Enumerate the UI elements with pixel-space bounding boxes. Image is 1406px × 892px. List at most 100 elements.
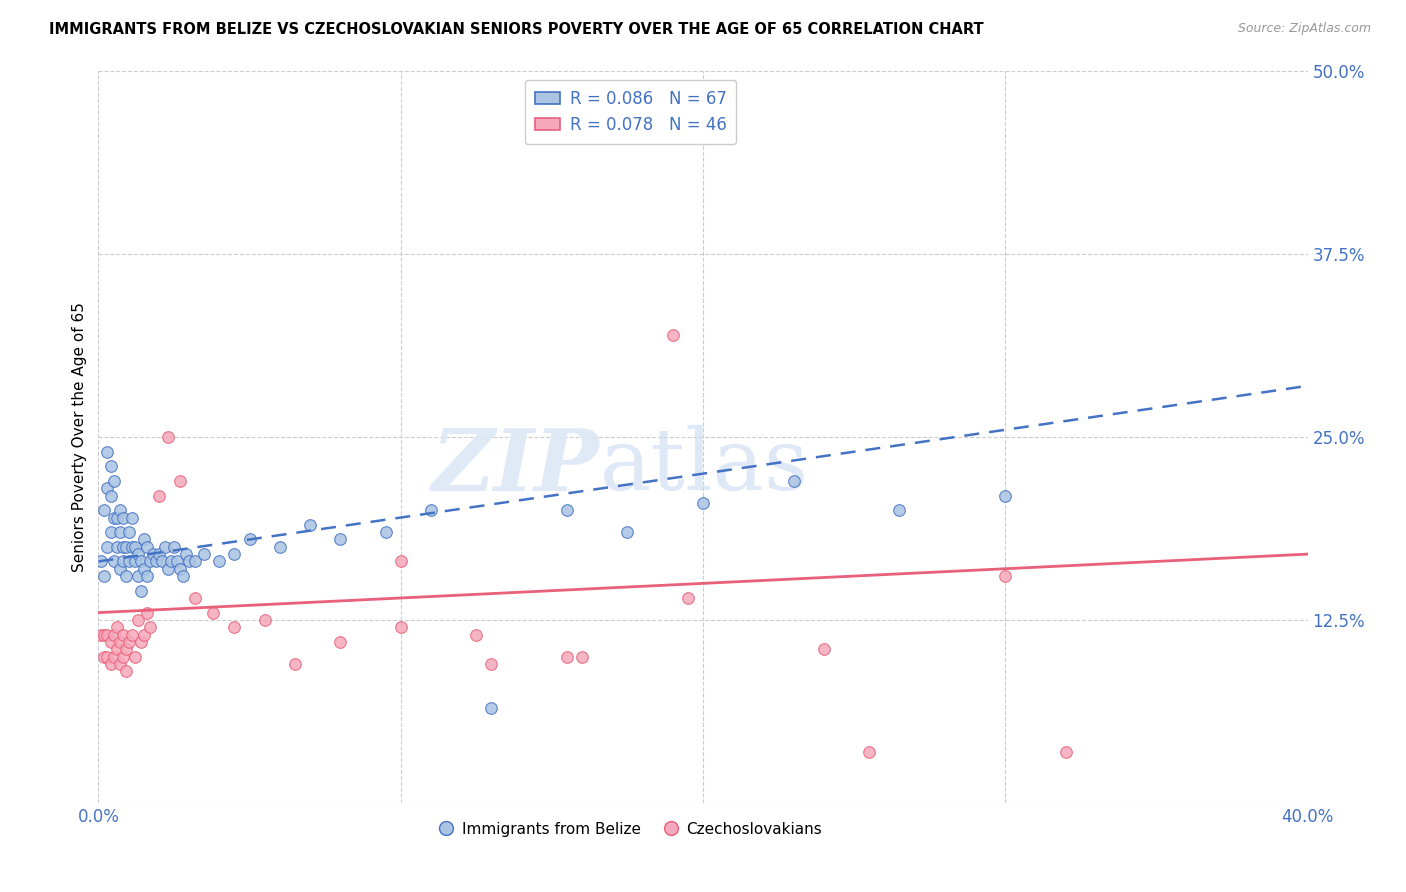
Point	[111, 649, 134, 664]
Point	[783, 474, 806, 488]
Point	[1054, 745, 1077, 759]
Point	[389, 620, 412, 634]
Point	[129, 635, 152, 649]
Point	[142, 547, 165, 561]
Point	[174, 547, 197, 561]
Point	[121, 510, 143, 524]
Point	[145, 554, 167, 568]
Point	[269, 540, 291, 554]
Point	[96, 444, 118, 458]
Point	[105, 510, 128, 524]
Point	[889, 503, 911, 517]
Point	[169, 562, 191, 576]
Point	[100, 459, 122, 474]
Point	[103, 474, 125, 488]
Point	[184, 591, 207, 605]
Point	[555, 503, 578, 517]
Point	[135, 540, 157, 554]
Point	[118, 635, 141, 649]
Point	[114, 540, 136, 554]
Point	[555, 649, 578, 664]
Point	[111, 540, 134, 554]
Point	[108, 503, 131, 517]
Point	[616, 525, 638, 540]
Point	[108, 562, 131, 576]
Point	[90, 627, 112, 641]
Point	[127, 613, 149, 627]
Point	[148, 489, 170, 503]
Point	[208, 554, 231, 568]
Point	[132, 533, 155, 547]
Point	[96, 627, 118, 641]
Point	[108, 657, 131, 671]
Point	[135, 569, 157, 583]
Point	[96, 649, 118, 664]
Point	[156, 562, 179, 576]
Point	[139, 620, 162, 634]
Point	[661, 327, 683, 342]
Point	[253, 613, 276, 627]
Point	[160, 554, 183, 568]
Point	[202, 606, 225, 620]
Point	[105, 642, 128, 657]
Point	[692, 496, 714, 510]
Text: Source: ZipAtlas.com: Source: ZipAtlas.com	[1237, 22, 1371, 36]
Point	[111, 627, 134, 641]
Point	[163, 540, 186, 554]
Point	[111, 510, 134, 524]
Point	[129, 583, 152, 598]
Text: ZIP: ZIP	[433, 425, 600, 508]
Text: atlas: atlas	[600, 425, 810, 508]
Point	[465, 627, 488, 641]
Point	[184, 554, 207, 568]
Point	[118, 525, 141, 540]
Point	[93, 649, 115, 664]
Point	[124, 554, 146, 568]
Point	[114, 664, 136, 678]
Point	[100, 489, 122, 503]
Point	[239, 533, 262, 547]
Point	[994, 489, 1017, 503]
Point	[127, 569, 149, 583]
Point	[103, 510, 125, 524]
Point	[132, 627, 155, 641]
Point	[224, 547, 246, 561]
Point	[994, 569, 1017, 583]
Point	[127, 547, 149, 561]
Point	[284, 657, 307, 671]
Point	[108, 525, 131, 540]
Point	[100, 635, 122, 649]
Point	[224, 620, 246, 634]
Point	[156, 430, 179, 444]
Point	[96, 540, 118, 554]
Point	[389, 554, 412, 568]
Point	[179, 554, 201, 568]
Point	[858, 745, 880, 759]
Point	[96, 481, 118, 495]
Point	[114, 642, 136, 657]
Point	[90, 554, 112, 568]
Point	[105, 620, 128, 634]
Point	[93, 569, 115, 583]
Point	[172, 569, 194, 583]
Point	[118, 554, 141, 568]
Point	[420, 503, 443, 517]
Point	[148, 547, 170, 561]
Point	[676, 591, 699, 605]
Point	[124, 649, 146, 664]
Point	[105, 540, 128, 554]
Point	[93, 627, 115, 641]
Point	[481, 657, 503, 671]
Point	[93, 503, 115, 517]
Point	[571, 649, 593, 664]
Point	[114, 569, 136, 583]
Point	[121, 627, 143, 641]
Point	[139, 554, 162, 568]
Point	[813, 642, 835, 657]
Point	[100, 657, 122, 671]
Point	[169, 474, 191, 488]
Point	[153, 540, 176, 554]
Point	[132, 562, 155, 576]
Point	[193, 547, 215, 561]
Point	[121, 540, 143, 554]
